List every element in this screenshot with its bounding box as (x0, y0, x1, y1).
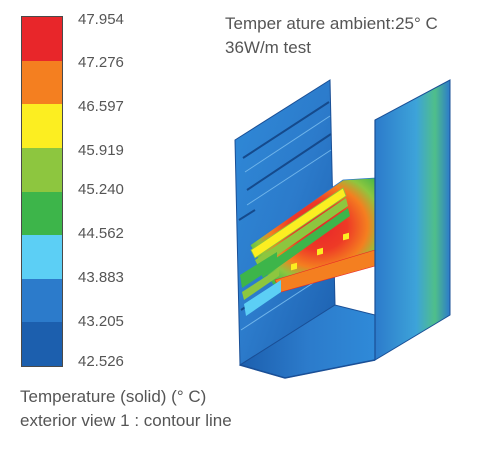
legend-color-band (22, 147, 62, 192)
legend-value: 47.276 (78, 54, 124, 71)
legend-value: 46.597 (78, 98, 124, 115)
caption-temperature: Temperature (solid) (° C) (20, 387, 207, 406)
simulation-title: Temper ature ambient:25° C 36W/m test (225, 12, 438, 60)
title-ambient: Temper ature ambient:25° C (225, 14, 438, 33)
legend-color-band (22, 17, 62, 61)
legend-value: 45.919 (78, 142, 124, 159)
title-test: 36W/m test (225, 38, 311, 57)
caption-view: exterior view 1 : contour line (20, 411, 232, 430)
legend-color-band (22, 235, 62, 279)
temperature-legend-labels: 47.954 47.276 46.597 45.919 45.240 44.56… (78, 0, 168, 380)
temperature-legend-bar (21, 16, 63, 367)
legend-value: 45.240 (78, 181, 124, 198)
legend-color-band (22, 104, 62, 148)
legend-value: 47.954 (78, 11, 124, 28)
legend-color-band (22, 60, 62, 105)
legend-color-band (22, 278, 62, 323)
heat-sink-profile-render (234, 79, 451, 379)
legend-value: 43.205 (78, 313, 124, 330)
legend-color-band (22, 191, 62, 236)
figure-caption: Temperature (solid) (° C) exterior view … (20, 385, 232, 433)
legend-value: 42.526 (78, 353, 124, 370)
legend-color-band (22, 322, 62, 366)
legend-value: 43.883 (78, 269, 124, 286)
legend-value: 44.562 (78, 225, 124, 242)
